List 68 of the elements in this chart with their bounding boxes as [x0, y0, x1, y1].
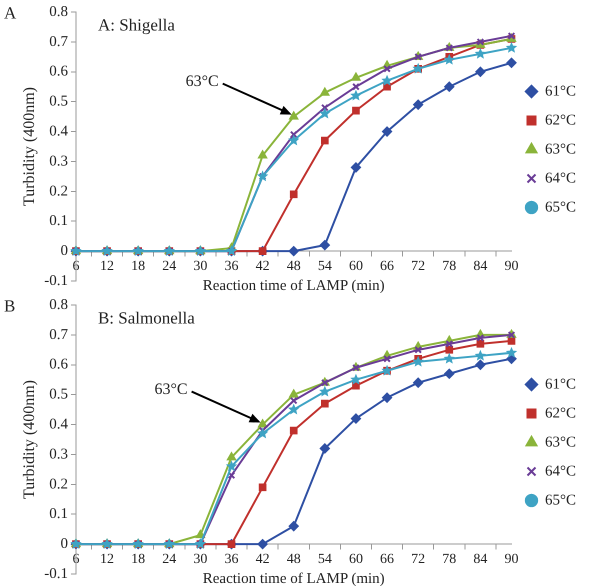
chart-title: A: Shigella	[98, 15, 176, 34]
x-tick-label: 36	[224, 259, 238, 274]
legend-label: 62°C	[544, 405, 576, 422]
x-tick-label: 54	[318, 552, 332, 568]
x-tick-label: 24	[162, 552, 176, 568]
y-tick-label: 0.5	[49, 386, 68, 403]
y-tick-label: 0.1	[49, 213, 68, 230]
y-tick-label: 0.6	[49, 64, 68, 80]
x-tick-label: 30	[193, 259, 208, 274]
y-tick-label: 0.3	[49, 153, 68, 170]
y-tick-label: 0	[60, 536, 68, 552]
y-tick-label: 0.8	[49, 4, 68, 20]
x-tick-label: 66	[380, 552, 394, 568]
text: B	[4, 296, 16, 316]
x-tick-label: 90	[504, 552, 518, 568]
x-tick-label: 12	[100, 552, 114, 568]
y-tick-label: 0.5	[49, 94, 68, 110]
annotation: 63°C	[186, 72, 219, 90]
x-tick-label: 48	[286, 259, 301, 274]
legend-label: 63°C	[544, 434, 576, 450]
legend-label: 64°C	[544, 170, 576, 186]
y-axis-title: Turbidity (400nm)	[20, 87, 38, 206]
x-tick-label: 60	[348, 259, 363, 274]
y-tick-label: 0.8	[49, 296, 68, 313]
x-tick-label: 48	[286, 552, 301, 568]
y-tick-label: 0.6	[49, 356, 68, 373]
x-tick-label: 72	[411, 552, 426, 568]
y-tick-label: 0	[60, 243, 68, 260]
y-tick-label: 0.7	[49, 326, 68, 343]
legend-label: 65°C	[544, 199, 576, 216]
x-tick-label: 18	[131, 552, 146, 568]
x-tick-label: 60	[348, 552, 363, 568]
y-tick-label: 0.2	[49, 183, 68, 200]
y-tick-label: -0.1	[44, 272, 68, 289]
legend-label: 65°C	[544, 492, 576, 508]
y-tick-label: 0.7	[49, 34, 68, 50]
y-tick-label: 0.4	[49, 123, 68, 140]
y-tick-label: 0.1	[49, 506, 68, 522]
x-tick-label: 42	[256, 259, 270, 274]
x-axis-title: Reaction time of LAMP (min)	[202, 278, 385, 294]
x-tick-label: 66	[380, 259, 394, 274]
x-tick-label: 30	[193, 552, 208, 568]
x-tick-label: 78	[442, 259, 456, 274]
x-tick-label: 18	[131, 259, 146, 274]
legend-label: 64°C	[544, 463, 576, 480]
y-tick-label: -0.1	[44, 566, 68, 582]
x-tick-label: 84	[473, 552, 488, 568]
x-tick-label: 78	[442, 552, 456, 568]
y-tick-label: 0.2	[49, 476, 68, 492]
x-axis-title: Reaction time of LAMP (min)	[202, 570, 385, 586]
y-tick-label: 0.3	[49, 446, 68, 462]
x-tick-label: 72	[411, 259, 426, 274]
y-tick-label: 0.4	[49, 416, 68, 432]
legend-label: 63°C	[544, 141, 576, 158]
legend-label: 62°C	[544, 112, 576, 128]
x-tick-label: 90	[504, 259, 518, 274]
legend-label: 61°C	[544, 83, 576, 100]
x-tick-label: 84	[473, 259, 488, 274]
x-tick-label: 36	[224, 552, 238, 568]
x-tick-label: 12	[100, 259, 114, 274]
x-tick-label: 24	[162, 259, 176, 274]
x-tick-label: 42	[256, 552, 270, 568]
chart-title: B: Salmonella	[98, 308, 196, 328]
legend-label: 61°C	[544, 376, 576, 392]
annotation: 63°C	[154, 380, 188, 398]
y-axis-title: Turbidity (400nm)	[20, 380, 38, 499]
text: A	[4, 3, 17, 22]
x-tick-label: 54	[318, 259, 332, 274]
